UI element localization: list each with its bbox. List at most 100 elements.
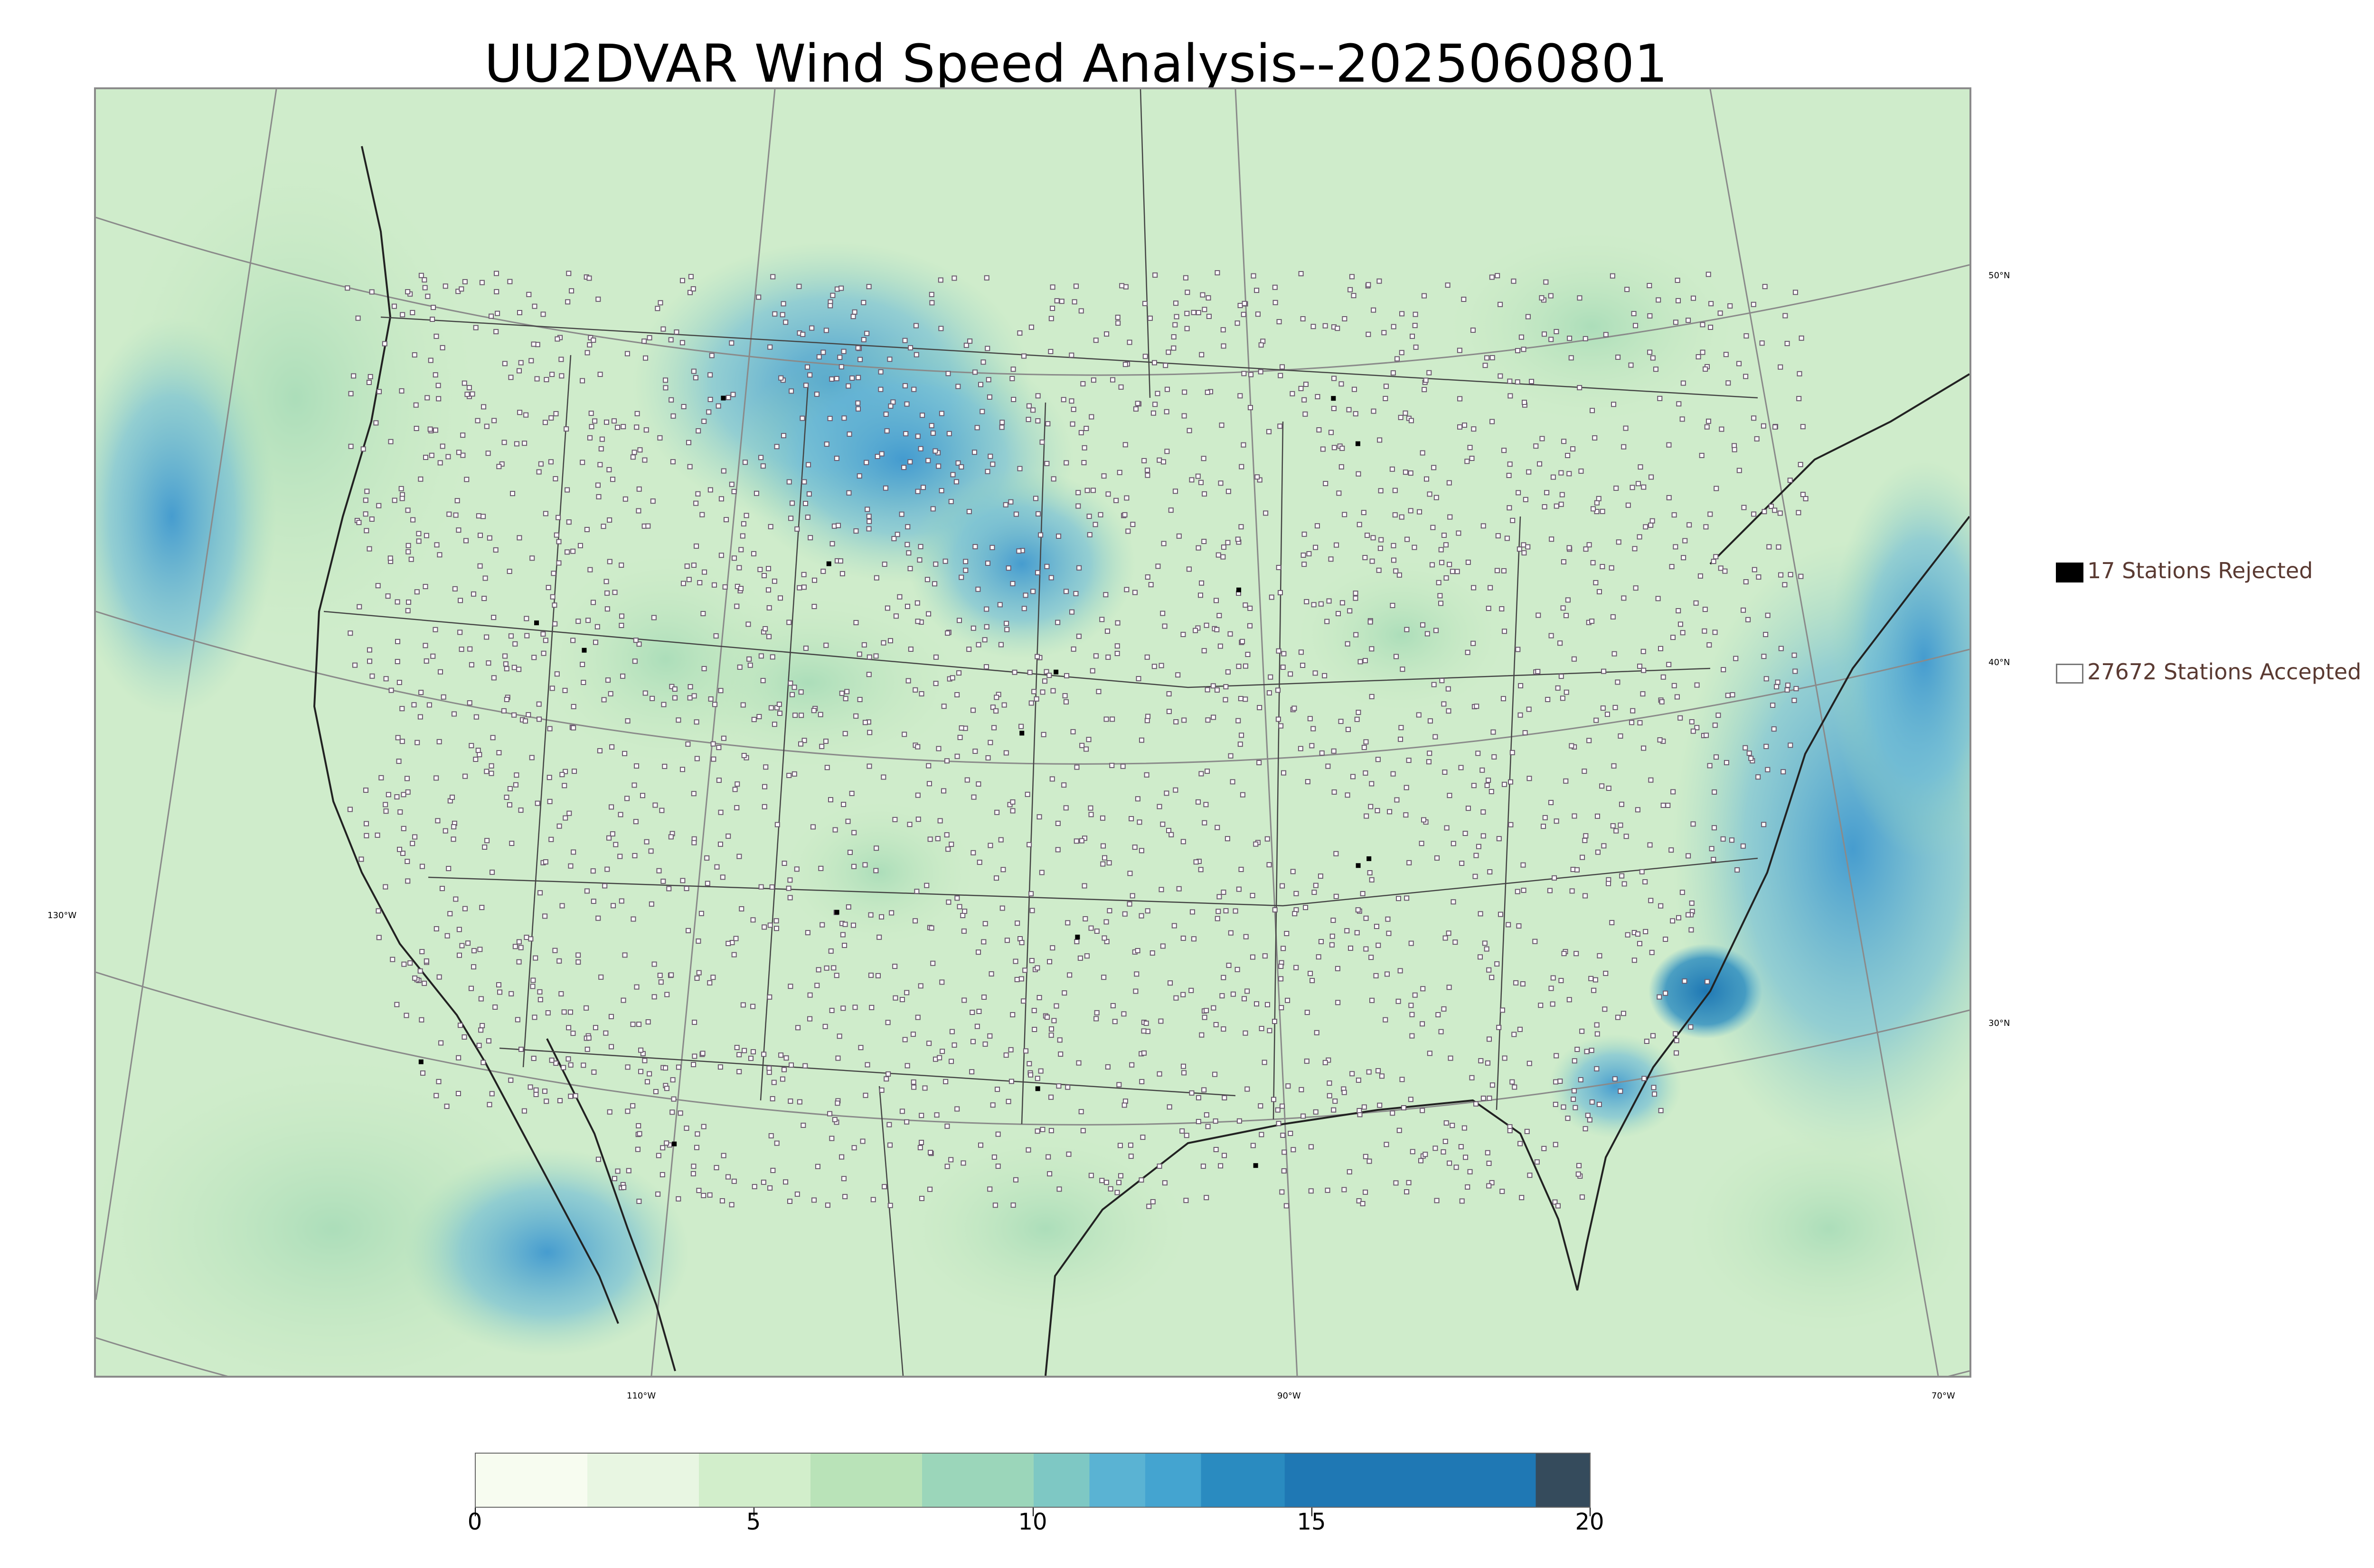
accepted-station-marker [1424,631,1430,637]
rejected-station-marker [1236,587,1242,592]
accepted-station-marker [552,621,558,627]
accepted-station-marker [1390,771,1396,777]
accepted-station-marker [999,424,1005,430]
accepted-station-marker [1310,726,1316,732]
accepted-station-marker [635,1146,641,1152]
accepted-station-marker [1241,442,1246,448]
accepted-station-marker [1657,737,1663,743]
accepted-station-marker [1395,896,1401,901]
accepted-station-marker [521,1108,527,1114]
accepted-station-marker [352,662,358,668]
accepted-station-marker [798,741,804,747]
accepted-station-marker [857,473,862,479]
accepted-station-marker [1221,975,1226,980]
accepted-station-marker [1590,560,1596,565]
accepted-station-marker [529,555,535,561]
accepted-station-marker [1251,273,1256,279]
accepted-station-marker [669,972,674,978]
accepted-station-marker [1102,855,1108,861]
lat-label-30n: 30°N [1988,1018,2010,1028]
accepted-station-marker [1630,708,1636,714]
accepted-station-marker [489,1091,495,1097]
accepted-station-marker [1443,575,1449,581]
accepted-station-marker [808,535,813,541]
accepted-station-marker [386,792,391,798]
accepted-station-marker [1635,807,1640,813]
accepted-station-marker [347,807,353,812]
accepted-station-marker [905,678,911,684]
accepted-station-marker [1025,791,1030,797]
accepted-station-marker [1063,805,1069,811]
accepted-station-marker [562,783,567,789]
accepted-station-marker [1506,472,1512,478]
accepted-station-marker [1309,978,1315,984]
accepted-station-marker [902,383,908,389]
accepted-station-marker [1300,552,1306,558]
accepted-station-marker [1593,717,1599,723]
accepted-station-marker [1205,769,1210,774]
accepted-station-marker [565,1056,571,1062]
accepted-station-marker [1478,1058,1484,1063]
accepted-station-marker [1230,779,1235,785]
accepted-station-marker [549,685,555,691]
rejected-station-marker [1035,1086,1040,1091]
accepted-station-marker [734,603,740,609]
accepted-station-marker [1798,573,1804,579]
accepted-station-marker [1281,1168,1287,1174]
accepted-station-marker [1128,1154,1134,1159]
accepted-station-marker [748,1055,754,1061]
accepted-station-marker [1576,1163,1582,1168]
accepted-station-marker [1076,1060,1082,1066]
accepted-station-marker [668,834,674,840]
accepted-station-marker [982,921,988,927]
accepted-station-marker [652,802,658,808]
accepted-station-marker [1157,1071,1162,1077]
accepted-station-marker [1308,1144,1314,1150]
accepted-station-marker [1396,1127,1402,1133]
accepted-station-marker [1150,410,1156,416]
accepted-station-marker [1196,310,1201,316]
accepted-station-marker [1517,712,1523,718]
accepted-station-marker [1541,1145,1547,1151]
accepted-station-marker [1044,669,1049,675]
accepted-station-marker [1516,490,1521,496]
accepted-station-marker [792,713,798,718]
accepted-station-marker [1237,393,1243,399]
accepted-station-marker [1155,391,1160,396]
accepted-station-marker [1003,1052,1009,1058]
accepted-station-marker [1527,1173,1533,1178]
accepted-station-marker [1390,370,1396,376]
accepted-station-marker [567,1009,573,1015]
accepted-station-marker [477,947,483,952]
accepted-station-marker [1280,1132,1286,1138]
accepted-station-marker [1303,382,1309,387]
accepted-station-marker [1511,278,1517,284]
accepted-station-marker [565,299,571,305]
accepted-station-marker [1193,859,1199,865]
accepted-station-marker [1548,633,1554,638]
accepted-station-marker [619,898,624,904]
accepted-station-marker [855,400,861,406]
accepted-station-marker [1719,426,1724,432]
accepted-station-marker [463,538,469,544]
accepted-station-marker [584,350,590,356]
accepted-station-marker [530,977,536,983]
accepted-station-marker [845,818,851,824]
accepted-station-marker [554,671,560,677]
accepted-station-marker [1348,945,1354,951]
accepted-station-marker [436,1079,442,1084]
accepted-station-marker [1484,946,1489,952]
accepted-station-marker [1583,336,1588,341]
accepted-station-marker [1338,381,1344,387]
accepted-station-marker [593,1025,598,1031]
accepted-station-marker [1752,567,1757,573]
accepted-station-marker [659,1172,665,1177]
accepted-station-marker [606,835,612,841]
accepted-station-marker [834,973,839,978]
accepted-station-marker [1703,366,1708,372]
accepted-station-marker [1457,396,1463,402]
accepted-station-marker [524,633,530,638]
accepted-station-marker [589,424,594,430]
accepted-station-marker [1771,726,1777,732]
accepted-station-marker [1408,1097,1413,1102]
